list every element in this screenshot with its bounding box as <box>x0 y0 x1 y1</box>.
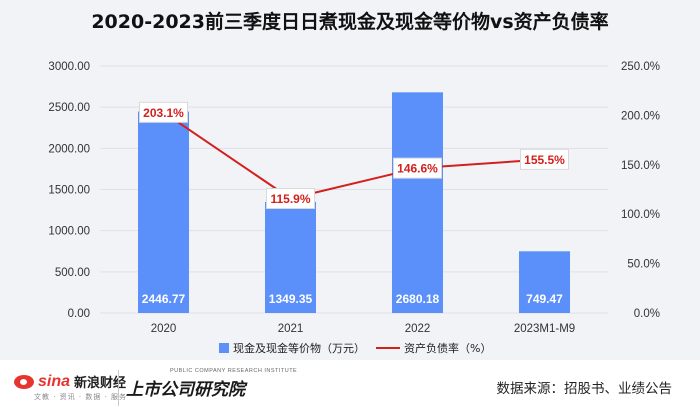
bar-data-label: 749.47 <box>526 292 563 306</box>
line-data-label-box <box>139 101 188 123</box>
sina-finance-name: 新浪财经 <box>74 376 127 391</box>
line-path <box>162 111 545 200</box>
y-axis-right: 0.0% 50.0% 100.0% 150.0% 200.0% 250.0% <box>621 61 660 320</box>
legend: 现金及现金等价物（万元） 资产负债率（%） <box>219 341 491 355</box>
bar <box>392 92 443 313</box>
legend-label-bar: 现金及现金等价物（万元） <box>233 341 365 355</box>
bar <box>138 111 189 313</box>
y-right-tick-label: 250.0% <box>621 61 660 73</box>
bar-data-labels: 2446.77 1349.35 2680.18 749.47 <box>142 292 563 306</box>
bar-data-label: 1349.35 <box>269 292 313 306</box>
y-right-tick-label: 50.0% <box>627 259 660 271</box>
chart-title: 2020-2023前三季度日日煮现金及现金等价物vs资产负债率 <box>91 10 608 33</box>
research-institute-cn: 上市公司研究院 <box>126 380 245 400</box>
y-right-tick-label: 100.0% <box>621 209 660 221</box>
sina-eye-icon <box>14 374 34 389</box>
line-series: 203.1% 115.9% 146.6% 155.5% <box>139 101 569 209</box>
legend-swatch-bar <box>219 343 229 353</box>
bar <box>265 201 316 313</box>
line-data-label-box <box>266 187 315 209</box>
y-left-tick-label: 1500.00 <box>48 185 90 197</box>
sina-wordmark: sina <box>38 372 71 390</box>
y-left-tick-label: 2000.00 <box>48 143 90 155</box>
y-right-tick-label: 200.0% <box>621 110 660 122</box>
y-right-tick-label: 0.0% <box>634 308 660 320</box>
line-data-label-box <box>393 157 442 179</box>
y-left-tick-label: 2500.00 <box>48 102 90 114</box>
x-tick-label: 2020 <box>151 323 177 335</box>
line-data-label: 155.5% <box>524 153 565 167</box>
x-axis: 2020 2021 2022 2023M1-M9 <box>151 323 575 335</box>
footer: sina 新浪财经 文教 · 资讯 · 数据 · 服务 PUBLIC COMPA… <box>0 360 700 419</box>
line-data-label: 203.1% <box>143 106 184 120</box>
y-left-tick-label: 1000.00 <box>48 226 90 238</box>
legend-label-line: 资产负债率（%） <box>404 341 491 355</box>
line-data-label: 146.6% <box>397 162 438 176</box>
data-source: 数据来源：招股书、业绩公告 <box>496 381 673 397</box>
bar <box>519 251 570 313</box>
chart: 2020-2023前三季度日日煮现金及现金等价物vs资产负债率 0.00 500.… <box>48 10 660 355</box>
line-data-label: 115.9% <box>270 192 310 206</box>
y-axis-left: 0.00 500.00 1000.00 1500.00 2000.00 2500.00 30… <box>48 61 90 320</box>
logo-divider <box>118 370 119 406</box>
line-data-label-box <box>520 148 569 170</box>
sina-finance-logo: sina 新浪财经 <box>14 372 126 391</box>
research-institute-logo: PUBLIC COMPANY RESEARCH INSTITUTE 上市公司研究… <box>126 368 297 400</box>
y-left-tick-label: 500.00 <box>55 267 90 279</box>
x-tick-label: 2023M1-M9 <box>514 323 575 335</box>
y-left-tick-label: 0.00 <box>68 308 90 320</box>
y-right-tick-label: 150.0% <box>621 160 660 172</box>
sina-subtitle: 文教 · 资讯 · 数据 · 服务 <box>34 393 128 401</box>
bar-series <box>138 92 570 313</box>
y-left-tick-label: 3000.00 <box>48 61 90 73</box>
research-institute-en: PUBLIC COMPANY RESEARCH INSTITUTE <box>170 368 298 374</box>
bar-data-label: 2680.18 <box>396 292 440 306</box>
x-tick-label: 2022 <box>405 323 431 335</box>
x-tick-label: 2021 <box>278 323 304 335</box>
bar-data-label: 2446.77 <box>142 292 186 306</box>
